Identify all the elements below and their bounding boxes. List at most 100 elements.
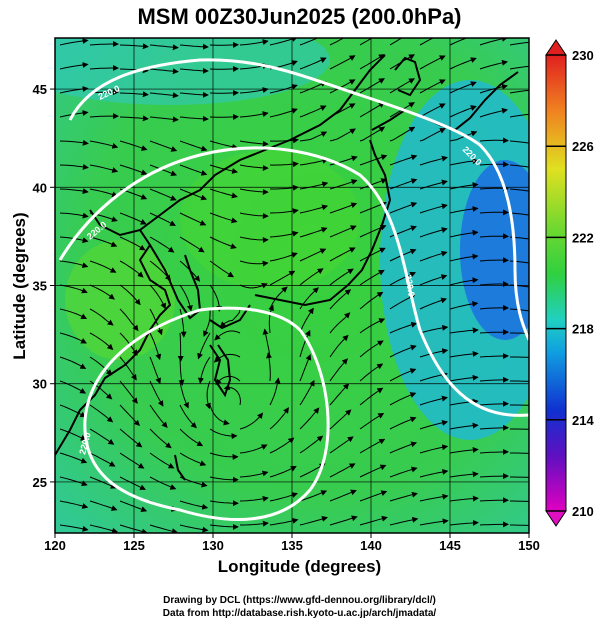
streamline: [359, 412, 385, 430]
streamline: [119, 115, 149, 122]
streamline: [359, 387, 384, 406]
x-tick-label: 130: [202, 538, 224, 553]
streamline: [299, 307, 314, 334]
y-tick-label: 45: [33, 82, 47, 97]
streamline: [89, 236, 118, 247]
streamline: [359, 318, 386, 334]
streamline: [239, 188, 269, 195]
streamline: [59, 452, 88, 464]
streamline: [479, 38, 508, 46]
streamline: [359, 126, 386, 142]
streamline: [209, 284, 223, 312]
streamline: [209, 476, 239, 483]
colorbar-tick-label: 222: [572, 230, 594, 245]
streamline: [510, 428, 529, 430]
streamline: [419, 179, 448, 190]
streamline: [179, 308, 187, 338]
credit-line: Data from http://database.rish.kyoto-u.a…: [162, 608, 437, 619]
streamline: [59, 356, 87, 369]
streamline: [89, 308, 114, 326]
streamline: [59, 61, 89, 70]
streamline: [449, 253, 479, 262]
streamline: [209, 260, 235, 278]
colorbar-tick-label: 210: [572, 504, 594, 519]
streamline: [449, 301, 479, 310]
streamline: [510, 476, 529, 478]
streamline: [299, 268, 324, 286]
streamline: [510, 524, 529, 526]
streamline: [329, 179, 358, 190]
streamline: [449, 81, 477, 94]
streamline: [149, 452, 175, 469]
streamline: [89, 380, 113, 400]
streamline: [239, 495, 269, 502]
streamline: [89, 428, 115, 445]
streamline: [59, 524, 89, 532]
streamline: [479, 281, 509, 288]
streamline: [329, 268, 354, 286]
streamline: [329, 358, 348, 382]
streamline: [209, 428, 238, 440]
streamline: [389, 201, 418, 214]
streamline: [119, 452, 145, 469]
streamline: [509, 140, 529, 144]
streamline: [419, 274, 448, 286]
streamline: [89, 284, 115, 300]
streamline: [419, 348, 449, 358]
streamline: [329, 247, 356, 262]
streamline: [119, 140, 148, 151]
streamline: [419, 128, 446, 142]
streamline: [329, 79, 356, 94]
streamline: [269, 517, 299, 526]
streamline: [419, 468, 449, 478]
streamline: [239, 87, 269, 94]
streamline: [389, 271, 417, 286]
streamline: [419, 493, 449, 502]
streamline: [299, 131, 328, 142]
streamline: [449, 374, 479, 382]
streamline: [149, 284, 166, 310]
streamline: [269, 161, 299, 168]
streamline: [359, 102, 385, 118]
streamline: [449, 350, 479, 358]
streamline: [359, 340, 384, 358]
streamline: [149, 44, 179, 51]
streamline: [479, 448, 509, 455]
streamline: [209, 500, 239, 507]
colorbar-bottom-arrow: [545, 510, 567, 527]
streamline: [419, 55, 446, 70]
streamline: [59, 139, 89, 146]
contour-220: [58, 58, 529, 522]
streamline: [419, 297, 448, 310]
streamline: [419, 324, 449, 334]
streamline: [479, 107, 508, 118]
x-tick-label: 120: [44, 538, 66, 553]
streamline: [449, 277, 479, 286]
streamline: [59, 188, 89, 194]
streamline: [209, 523, 239, 530]
credit-line: Drawing by DCL (https://www.gfd-dennou.o…: [163, 595, 436, 606]
streamline: [509, 65, 529, 70]
streamline: [299, 329, 311, 358]
streamline: [239, 412, 264, 430]
streamline: [149, 356, 161, 385]
streamline: [299, 353, 312, 382]
colorbar-bar: [545, 54, 567, 512]
streamline: [209, 236, 237, 250]
streamline: [119, 43, 149, 50]
y-tick-label: 30: [33, 377, 47, 392]
streamline: [239, 236, 269, 243]
streamline: [510, 500, 529, 502]
streamline: [329, 463, 356, 478]
streamline: [239, 39, 269, 46]
streamline: [209, 452, 239, 460]
streamline: [449, 158, 479, 166]
streamline: [209, 188, 238, 199]
streamline: [239, 111, 269, 118]
streamline: [89, 452, 116, 467]
streamline: [449, 182, 479, 190]
streamline: [479, 137, 509, 144]
streamline: [479, 424, 509, 431]
streamline: [299, 38, 327, 46]
streamline: [359, 54, 385, 70]
